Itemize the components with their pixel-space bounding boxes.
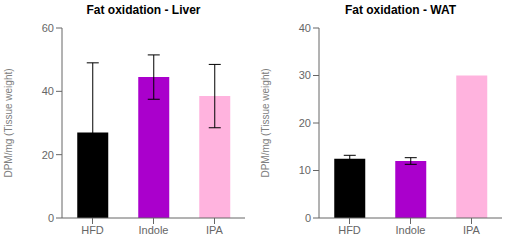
svg-text:60: 60 [42, 22, 54, 34]
svg-text:20: 20 [42, 149, 54, 161]
svg-text:10: 10 [299, 164, 311, 176]
svg-text:HFD: HFD [81, 224, 104, 236]
svg-text:40: 40 [42, 85, 54, 97]
svg-text:DPM/mg (Tissue weight): DPM/mg (Tissue weight) [8, 68, 14, 177]
svg-text:20: 20 [299, 117, 311, 129]
svg-text:HFD: HFD [338, 224, 361, 236]
svg-text:IPA: IPA [463, 224, 481, 236]
svg-text:40: 40 [299, 22, 311, 34]
html-text:Fat oxidation - Liver: Fat oxidation - Liver [86, 3, 201, 17]
svg-text:Indole: Indole [139, 224, 169, 236]
svg-text:IPA: IPA [206, 224, 224, 236]
svg-text:0: 0 [48, 212, 54, 224]
svg-text:DPM/mg (Tissue weight): DPM/mg (Tissue weight) [260, 68, 271, 177]
svg-text:Indole: Indole [396, 224, 426, 236]
svg-text:0: 0 [305, 212, 311, 224]
svg-text:30: 30 [299, 69, 311, 81]
html-text:Fat oxidation - WAT: Fat oxidation - WAT [344, 3, 456, 17]
